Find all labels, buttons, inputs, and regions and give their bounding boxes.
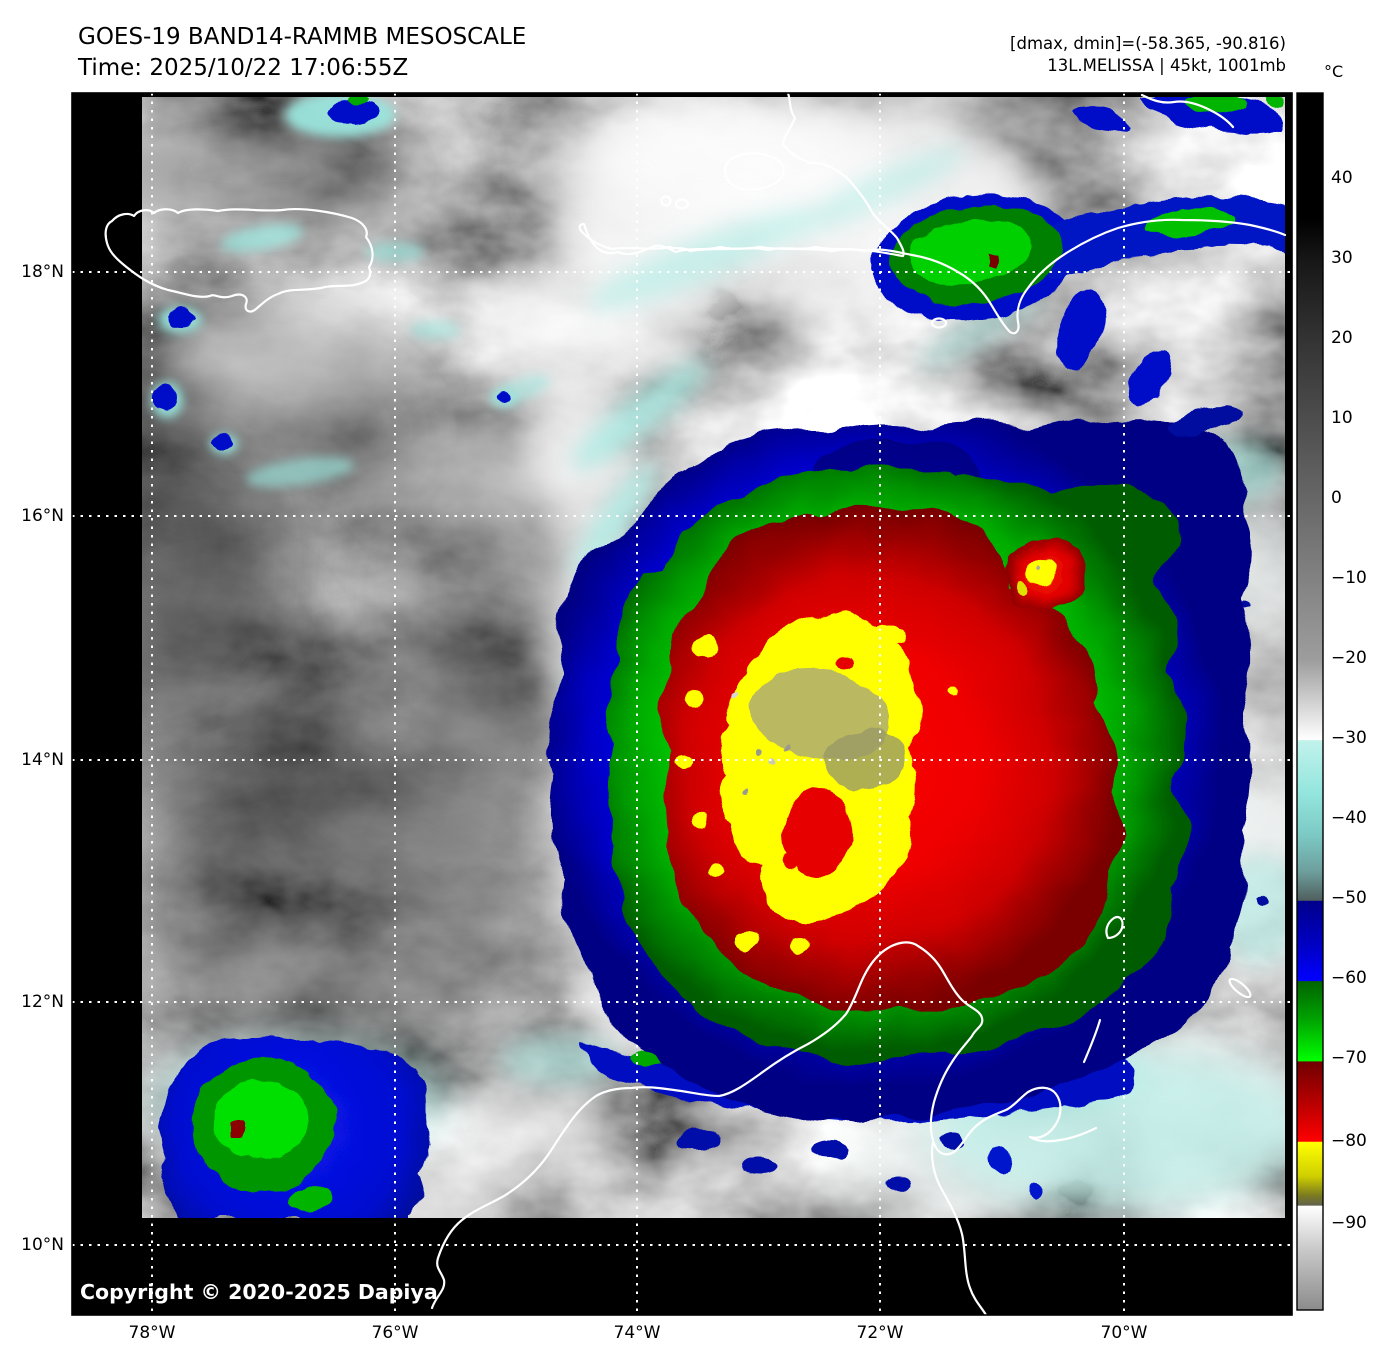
lon-tick-70w: 70°W	[1100, 1323, 1148, 1343]
cb-tick-m40: −40	[1331, 808, 1367, 828]
coastline-jamaica	[104, 208, 374, 313]
dmax-dmin-readout: [dmax, dmin]=(-58.365, -90.816)	[1010, 34, 1286, 53]
coastline-hispaniola-north	[1140, 93, 1235, 129]
coastline-maracaibo	[930, 1140, 988, 1315]
coastline-gonave-island	[723, 152, 785, 191]
coastline-south-america	[430, 941, 1098, 1310]
cb-tick-m80: −80	[1331, 1131, 1367, 1151]
cb-tick-m70: −70	[1331, 1048, 1367, 1068]
cb-tick-m10: −10	[1331, 568, 1367, 588]
cb-tick-30: 30	[1331, 248, 1353, 268]
cb-tick-20: 20	[1331, 328, 1353, 348]
coastlines	[104, 93, 1287, 1315]
cb-tick-0: 0	[1331, 488, 1342, 508]
lon-tick-74w: 74°W	[613, 1323, 661, 1343]
lon-tick-78w: 78°W	[128, 1323, 176, 1343]
lat-tick-18n: 18°N	[21, 262, 64, 282]
southwest-convective-cluster	[158, 1036, 429, 1218]
northeast-convective-cell	[1006, 538, 1086, 610]
storm-info: 13L.MELISSA | 45kt, 1001mb	[1047, 56, 1286, 75]
cb-tick-m20: −20	[1331, 648, 1367, 668]
copyright-watermark: Copyright © 2020-2025 Dapiya	[80, 1280, 438, 1304]
lat-tick-14n: 14°N	[21, 750, 64, 770]
coastline-aruba	[1105, 916, 1124, 940]
lon-tick-76w: 76°W	[371, 1323, 419, 1343]
product-title: GOES-19 BAND14-RAMMB MESOSCALE	[78, 24, 527, 50]
lat-tick-10n: 10°N	[21, 1235, 64, 1255]
cb-tick-40: 40	[1331, 168, 1353, 188]
cb-tick-m60: −60	[1331, 968, 1367, 988]
lat-tick-12n: 12°N	[21, 992, 64, 1012]
cb-tick-m30: −30	[1331, 728, 1367, 748]
lat-tick-16n: 16°N	[21, 506, 64, 526]
plot-border	[71, 92, 1293, 1316]
cb-tick-m90: −90	[1331, 1213, 1367, 1233]
coastline-lake-1	[660, 195, 672, 207]
colorbar-unit-label: °C	[1324, 62, 1344, 81]
cb-tick-10: 10	[1331, 408, 1353, 428]
product-time: Time: 2025/10/22 17:06:55Z	[78, 55, 409, 81]
cb-tick-m50: −50	[1331, 888, 1367, 908]
hurricane-yellow-overshoot	[677, 613, 960, 953]
coastline-ile-a-vache	[930, 317, 948, 329]
colorbar-border	[1296, 92, 1324, 1311]
coastline-lake-2	[674, 198, 690, 210]
coastline-venezuela-bit	[1082, 1018, 1102, 1064]
colorbar-gradient	[1297, 93, 1323, 1310]
coastline-curacao	[1228, 977, 1252, 999]
lon-tick-72w: 72°W	[856, 1323, 904, 1343]
satellite-imagery	[142, 97, 1285, 1218]
coastline-hispaniola	[578, 93, 1287, 335]
colorbar	[1296, 92, 1324, 1311]
